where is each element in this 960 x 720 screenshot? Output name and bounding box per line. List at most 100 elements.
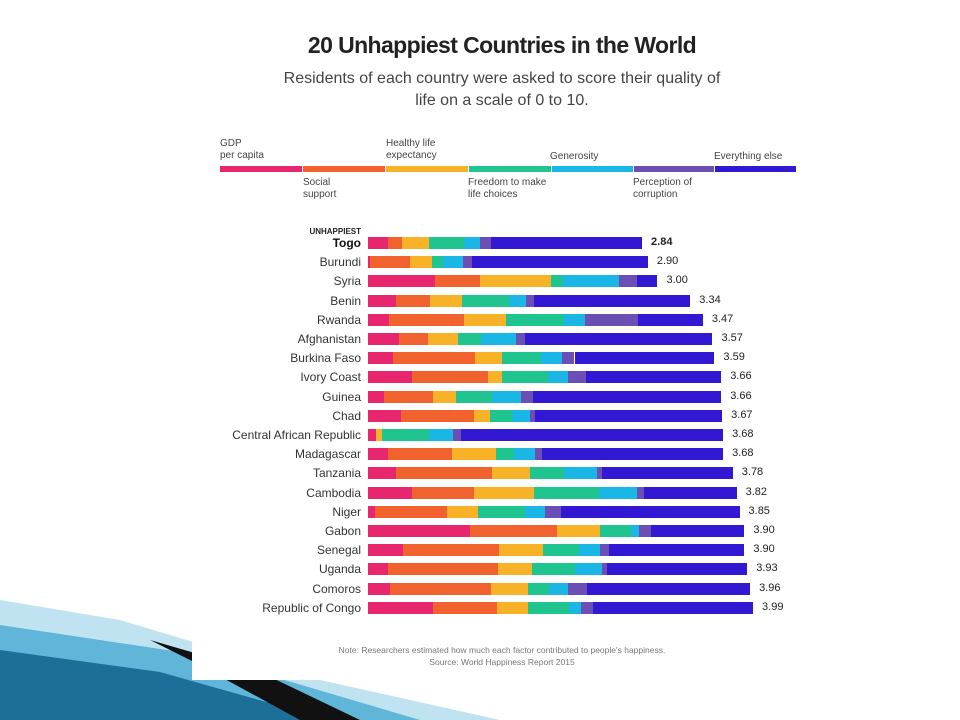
bar-segment-else [533,294,691,307]
bar-segment-gdp [368,371,413,384]
bar-segment-gdp [368,390,385,403]
slide-wave-dark [0,650,330,720]
bar-segment-generosity [563,467,597,480]
bar-segment-gdp [368,429,376,441]
country-label: Central African Republic [232,428,361,442]
bar-segment-else [541,448,724,461]
bar-segment-gdp [368,294,396,307]
score-label: 3.68 [732,447,754,460]
score-label: 3.90 [753,543,775,556]
legend-label-health: Healthy life expectancy [386,138,437,161]
score-label: 3.00 [666,274,688,287]
score-label: 3.96 [759,581,781,594]
country-label: Afghanistan [297,332,361,346]
bar-segment-else [602,467,733,480]
bar-segment-else [637,275,658,288]
bar-segment-social [395,467,493,480]
bar-segment-corruption [567,582,588,595]
bar-segment-generosity [513,448,535,461]
score-label: 3.99 [762,600,784,613]
bar-segment-social [388,563,499,576]
legend-label-gdp: GDP per capita [220,138,264,161]
country-label: Guinea [322,389,361,404]
chart-note: Note: Researchers estimated how much eac… [192,644,812,668]
bar-segment-generosity [568,601,582,614]
chart-card: 20 Unhappiest Countries in the World Res… [192,0,812,680]
bar-segment-social [369,256,411,269]
country-label: Ivory Coast [300,370,361,385]
bar-segment-corruption [526,294,534,307]
bar-segment-freedom [542,544,580,557]
bar-segment-social [432,601,498,614]
score-label: 3.57 [721,332,743,344]
score-label: 3.82 [745,485,768,498]
bar-segment-freedom [528,582,550,595]
bar-segment-generosity [525,505,545,518]
bar-segment-freedom [428,237,464,249]
country-label: Syria [333,274,361,289]
country-label: Tanzania [312,466,361,481]
bar-segment-health [474,409,490,422]
country-label: Chad [332,408,361,423]
bar-segment-else [533,390,722,403]
bar-segment-freedom [478,505,526,518]
bar-segment-health [499,544,543,557]
bar-segment-generosity [492,390,522,403]
bar-segment-gdp [368,448,389,461]
legend-label-freedom: Freedom to make life choices [468,177,547,200]
bar-segment-health [375,429,382,441]
bar-segment-gdp [368,256,370,269]
score-label: 3.68 [732,428,754,440]
bar-segment-freedom [455,390,493,403]
legend-swatch-health [386,166,468,172]
bar-segment-else [490,237,643,249]
chart-subtitle: Residents of each country were asked to … [283,70,721,109]
country-label: Burkina Faso [290,351,361,366]
bar-segment-health [479,275,552,288]
bar-segment-generosity [540,352,562,365]
bar-segment-generosity [443,256,463,269]
bar-segment-freedom [502,371,549,384]
score-label: 3.66 [730,370,752,383]
bar-segment-gdp [368,563,389,576]
bar-segment-freedom [381,429,429,441]
bar-segment-social [412,486,475,499]
bar-segment-else [643,486,737,499]
bar-segment-freedom [505,313,564,326]
bar-segment-freedom [528,601,569,614]
bar-segment-gdp [368,582,391,595]
bar-segment-health [474,486,534,499]
bar-segment-generosity [631,525,640,537]
bar-segment-freedom [530,467,564,480]
bar-segment-social [388,448,452,461]
bar-segment-else [650,525,745,537]
bar-segment-freedom [461,294,509,307]
bar-segment-gdp [368,486,413,499]
legend-swatch-corruption [634,166,714,172]
bar-segment-generosity [428,429,453,441]
country-label: Republic of Congo [262,600,361,615]
bar-segment-corruption [544,505,561,518]
chart-title: 20 Unhappiest Countries in the World [307,32,697,58]
bar-segment-else [525,333,713,345]
bar-segment-else [592,601,754,614]
bar-segment-social [390,582,491,595]
bar-segment-else [607,563,748,576]
score-label: 3.66 [730,389,752,402]
bar-segment-corruption [462,256,473,269]
bar-segment-freedom [457,333,481,345]
bar-segment-corruption [479,237,491,249]
bar-segment-health [427,333,458,345]
bar-segment-else [460,429,724,441]
score-label: 3.78 [741,466,764,479]
bar-segment-social [374,505,448,518]
country-label: Uganda [318,562,361,577]
bar-segment-generosity [563,313,586,326]
score-label: 2.84 [651,236,673,248]
bar-segment-gdp [368,352,394,365]
bar-segment-freedom [489,409,512,422]
legend-swatch-generosity [552,166,633,172]
bar-segment-generosity [574,563,602,576]
bar-segment-health [487,371,503,384]
bar-segment-corruption [521,390,533,403]
